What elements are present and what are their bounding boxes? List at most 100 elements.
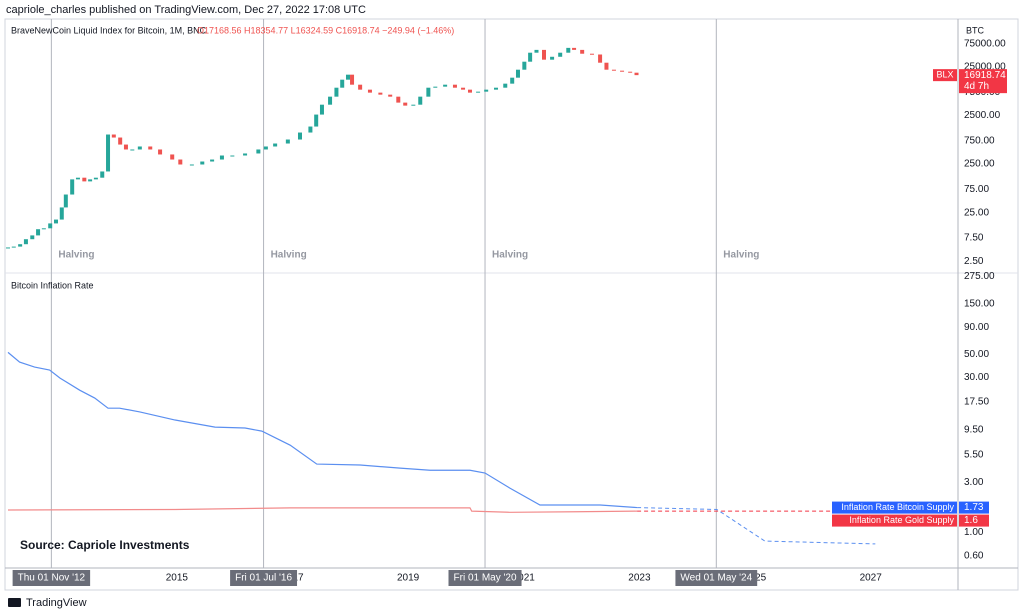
crosshair-label: Fri 01 May '20 bbox=[454, 573, 517, 584]
x-tick-label: 2027 bbox=[860, 573, 883, 584]
candle bbox=[100, 171, 105, 178]
candle bbox=[256, 149, 261, 154]
crosshair-box bbox=[448, 570, 522, 586]
value-box bbox=[959, 501, 989, 514]
candle bbox=[467, 89, 472, 93]
halving-label: Halving bbox=[723, 250, 759, 261]
brand-logo bbox=[8, 598, 21, 607]
candle bbox=[308, 126, 313, 133]
candle bbox=[53, 219, 58, 224]
candle bbox=[263, 146, 268, 150]
candle bbox=[494, 87, 499, 90]
y-tick-label: 250.00 bbox=[964, 159, 995, 170]
y-tick-label: 25.00 bbox=[964, 207, 989, 218]
y-tick-label: 75000.00 bbox=[964, 38, 1006, 49]
halving-label: Halving bbox=[58, 250, 94, 261]
price-value: 16918.74 bbox=[964, 70, 1006, 81]
plot bbox=[6, 19, 958, 568]
candle bbox=[542, 49, 547, 60]
candle bbox=[426, 87, 431, 97]
candle bbox=[63, 194, 68, 208]
y-tick-label: 30.00 bbox=[964, 372, 989, 383]
candle bbox=[59, 207, 64, 220]
x-tick-label: 2023 bbox=[628, 573, 651, 584]
candle bbox=[219, 155, 224, 160]
candle bbox=[515, 69, 520, 78]
candle bbox=[620, 70, 625, 72]
price-countdown: 4d 7h bbox=[964, 81, 989, 92]
legend-box bbox=[832, 501, 957, 514]
candle bbox=[118, 137, 123, 145]
candle bbox=[403, 102, 408, 106]
y-tick-label: 25000.00 bbox=[964, 62, 1006, 73]
candle bbox=[433, 86, 438, 88]
y-tick-label: 7.50 bbox=[964, 233, 984, 244]
x-tick-label: 2019 bbox=[397, 573, 420, 584]
y-tick-label: 9.50 bbox=[964, 425, 984, 436]
candle bbox=[106, 134, 111, 172]
y-tick-label: 275.00 bbox=[964, 271, 995, 282]
candle bbox=[18, 244, 23, 247]
y-tick-label: 750.00 bbox=[964, 136, 995, 147]
axis-label: BTC bbox=[966, 25, 985, 35]
candle bbox=[41, 228, 46, 230]
candle bbox=[580, 49, 585, 54]
candle bbox=[484, 89, 489, 92]
value-box bbox=[959, 514, 989, 527]
candle bbox=[418, 96, 423, 105]
price-box bbox=[959, 69, 1007, 94]
candle bbox=[210, 159, 215, 162]
candle bbox=[328, 96, 333, 105]
candle bbox=[589, 53, 594, 55]
crosshair-label: Wed 01 May '24 bbox=[680, 573, 752, 584]
candle bbox=[158, 149, 163, 155]
legend-entry: Inflation Rate Bitcoin Supply bbox=[841, 502, 954, 512]
candle bbox=[111, 134, 116, 138]
pane-title: BraveNewCoin Liquid Index for Bitcoin, 1… bbox=[11, 25, 207, 35]
candle bbox=[334, 87, 339, 97]
candle bbox=[340, 79, 345, 88]
candle bbox=[170, 154, 175, 160]
candle bbox=[604, 62, 609, 70]
y-tick-label: 3.00 bbox=[964, 477, 984, 488]
candle bbox=[350, 74, 355, 85]
candle bbox=[285, 139, 290, 144]
value-label: 1.6 bbox=[964, 515, 978, 526]
series-line bbox=[7, 351, 638, 509]
candle bbox=[70, 179, 75, 195]
price-symbol-box bbox=[933, 69, 957, 82]
pane-title: Bitcoin Inflation Rate bbox=[11, 280, 94, 290]
crosshair-box bbox=[12, 570, 91, 586]
candle bbox=[93, 177, 98, 180]
candle bbox=[510, 77, 515, 84]
candle bbox=[550, 56, 555, 60]
x-tick-label: 2021 bbox=[513, 573, 536, 584]
candle bbox=[314, 114, 319, 127]
candle bbox=[11, 246, 16, 248]
candle bbox=[273, 143, 278, 147]
y-tick-label: 75.00 bbox=[964, 184, 989, 195]
candle bbox=[572, 47, 577, 50]
candle bbox=[634, 72, 639, 76]
candle bbox=[36, 229, 41, 236]
y-tick-label: 50.00 bbox=[964, 349, 989, 360]
candle bbox=[123, 144, 128, 150]
candle bbox=[461, 87, 466, 90]
y-tick-label: 17.50 bbox=[964, 397, 989, 408]
candle bbox=[230, 155, 235, 157]
frame bbox=[4, 18, 1019, 591]
candle bbox=[503, 83, 508, 88]
candle bbox=[611, 69, 616, 71]
candle bbox=[48, 223, 53, 229]
candle bbox=[358, 84, 363, 90]
projection-line bbox=[637, 507, 876, 545]
candle bbox=[378, 92, 383, 95]
y-tick-label: 2500.00 bbox=[964, 110, 1001, 121]
candle bbox=[443, 84, 448, 87]
candle bbox=[88, 179, 93, 182]
halving-label: Halving bbox=[492, 250, 528, 261]
candle bbox=[82, 177, 87, 182]
price-symbol: BLX bbox=[936, 70, 953, 80]
halving-label: Halving bbox=[271, 250, 307, 261]
